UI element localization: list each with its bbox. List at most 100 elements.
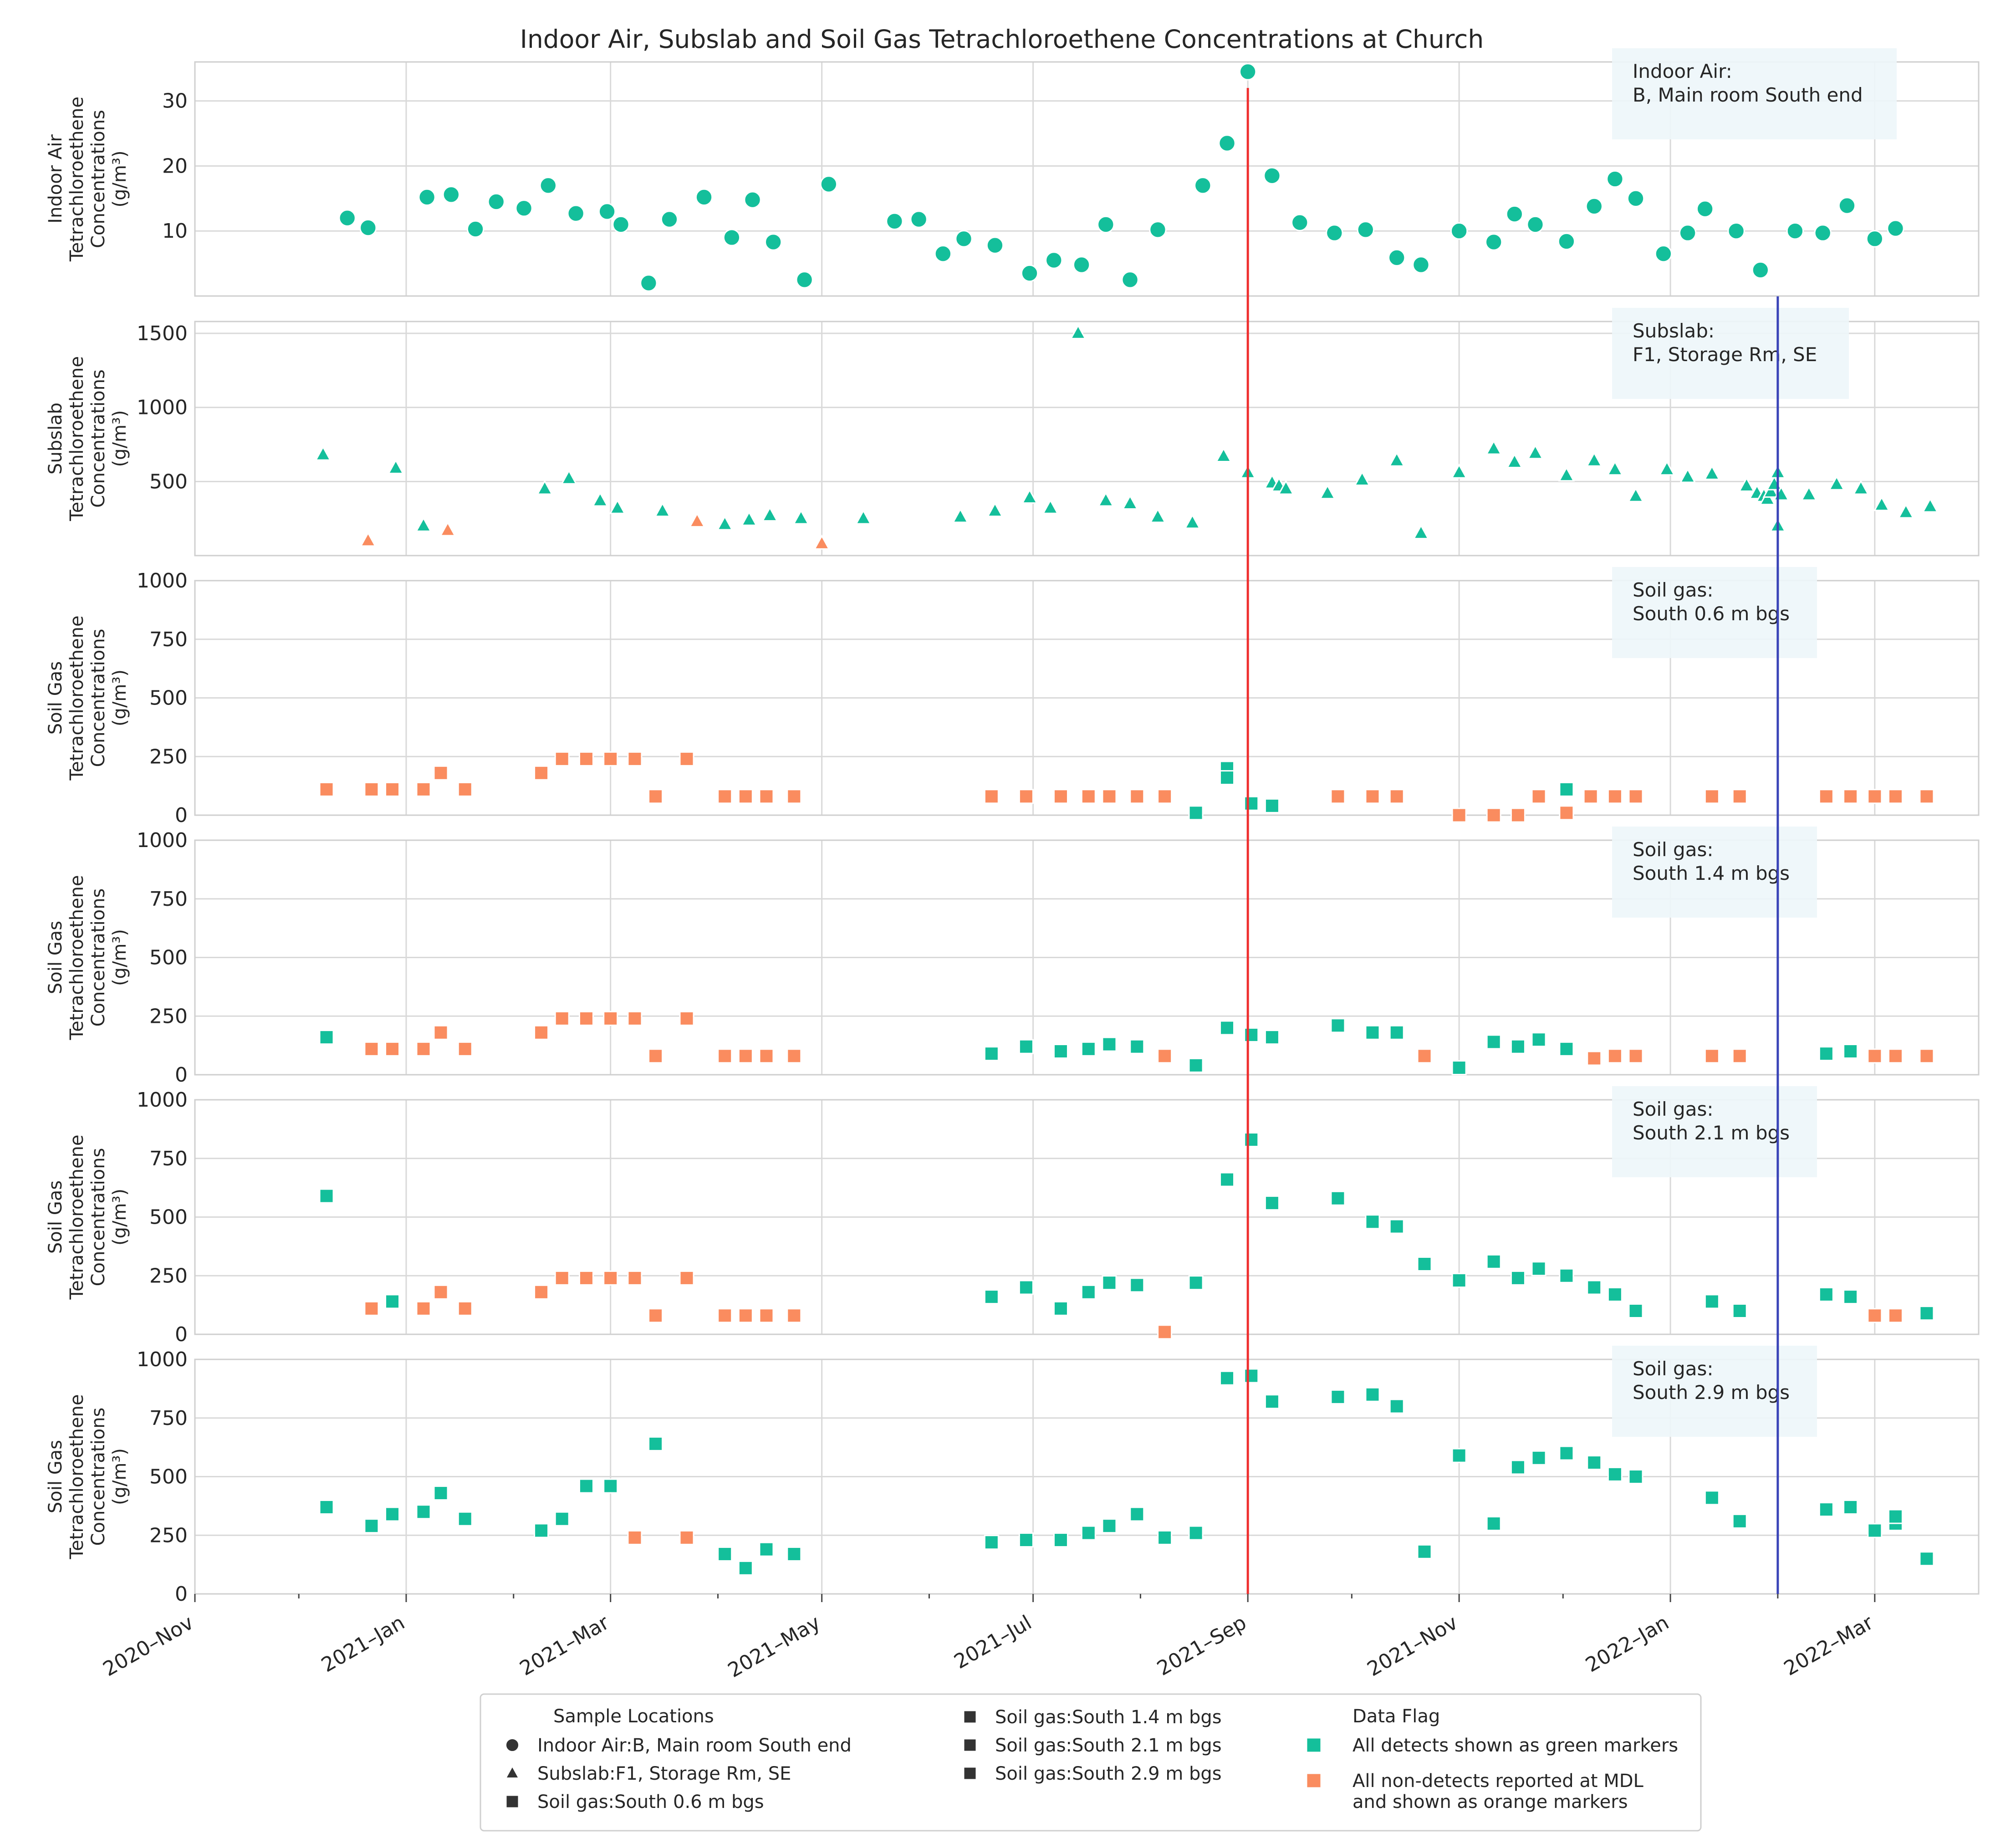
data-point	[952, 508, 969, 523]
data-point	[1264, 1195, 1280, 1211]
data-point	[433, 1284, 449, 1300]
x-tick-label: 2021–Jan	[317, 1611, 408, 1677]
data-point	[1627, 189, 1645, 208]
data-point	[1659, 460, 1675, 476]
data-point	[1607, 1466, 1623, 1482]
data-point	[627, 1530, 643, 1545]
data-point	[1898, 503, 1914, 519]
y-tick-label: 0	[175, 1063, 188, 1087]
data-point	[534, 765, 549, 781]
location-label: Indoor Air:	[1633, 60, 1732, 82]
data-point	[1365, 789, 1380, 804]
data-point	[1451, 1448, 1467, 1463]
data-point	[1157, 1048, 1173, 1064]
data-point	[1559, 1041, 1574, 1057]
data-point	[717, 789, 733, 804]
data-point	[1867, 1523, 1883, 1538]
data-point	[1042, 499, 1059, 514]
y-tick-label: 20	[162, 154, 188, 178]
data-point	[716, 515, 733, 531]
data-point	[578, 1011, 594, 1026]
data-point	[319, 1030, 334, 1045]
data-point	[1122, 494, 1138, 510]
data-point	[1704, 1294, 1720, 1309]
y-axis-label: Concentrations	[88, 110, 109, 248]
data-point	[1887, 220, 1904, 237]
y-axis-label: Tetrachloroethene	[66, 1134, 87, 1300]
data-point	[689, 512, 706, 528]
data-point	[1244, 796, 1259, 811]
y-tick-label: 1500	[137, 322, 188, 345]
y-axis-label: Indoor Air	[45, 134, 66, 224]
y-tick-label: 250	[149, 1264, 188, 1287]
data-point	[1557, 232, 1576, 250]
panel-subslab: 500 1000 1500 Subslab Tetrachloroethene Conce…	[45, 308, 1980, 557]
data-point	[1157, 789, 1173, 804]
data-point	[1866, 230, 1884, 248]
data-point	[792, 509, 810, 525]
data-point	[627, 1270, 643, 1286]
data-point	[1330, 1389, 1346, 1404]
data-point	[1606, 170, 1624, 188]
data-point	[1485, 439, 1502, 455]
data-point	[554, 751, 570, 766]
data-point	[1389, 789, 1404, 804]
data-point	[1654, 245, 1673, 263]
location-box	[1612, 1346, 1817, 1437]
data-point	[1867, 1308, 1883, 1323]
y-tick-label: 1000	[137, 1088, 188, 1112]
data-point	[416, 781, 431, 797]
data-point	[1021, 264, 1039, 282]
y-tick-label: 250	[149, 1524, 188, 1547]
data-point	[1696, 200, 1714, 218]
data-point	[1018, 1280, 1034, 1295]
data-point	[433, 1486, 449, 1501]
data-point	[1357, 221, 1374, 239]
data-point	[578, 751, 594, 766]
data-point	[1873, 496, 1890, 511]
data-point	[1628, 1303, 1643, 1318]
data-point	[1531, 789, 1546, 804]
data-point	[416, 1041, 431, 1057]
data-point	[1558, 466, 1575, 482]
data-point	[319, 781, 334, 797]
panel-frame	[194, 61, 1980, 297]
data-point	[1244, 1132, 1259, 1148]
data-point	[1759, 490, 1776, 505]
data-point	[986, 502, 1004, 517]
y-tick-label: 250	[149, 745, 188, 768]
data-point	[598, 203, 616, 220]
data-point	[796, 271, 813, 289]
data-point	[1818, 1287, 1834, 1302]
data-point	[1628, 789, 1643, 804]
data-point	[1628, 1048, 1643, 1064]
y-axis-label: (g/m³)	[109, 1189, 130, 1246]
data-point	[609, 499, 626, 514]
x-tick-label: 2022–Jan	[1582, 1611, 1673, 1677]
data-point	[1732, 1513, 1747, 1529]
y-tick-label: 0	[175, 804, 188, 827]
data-point	[1070, 324, 1087, 339]
y-axis-label: Concentrations	[88, 1408, 109, 1546]
legend: Sample Locations Indoor Air:B, Main room …	[480, 1693, 1702, 1832]
data-point	[1814, 224, 1832, 242]
data-point	[1102, 1275, 1117, 1291]
y-axis-label: Soil Gas	[45, 1440, 66, 1513]
legend-title-flag: Data Flag	[1353, 1706, 1440, 1727]
data-point	[385, 1506, 400, 1522]
data-point	[1129, 1277, 1145, 1293]
panel-frame	[194, 580, 1980, 816]
data-point	[1679, 224, 1697, 242]
data-point	[387, 459, 404, 474]
data-point	[1277, 480, 1295, 495]
data-point	[536, 480, 553, 495]
data-point	[1053, 1301, 1068, 1316]
data-point	[567, 204, 585, 222]
data-point	[1220, 1020, 1235, 1036]
data-point	[1149, 221, 1167, 239]
y-tick-label: 500	[149, 687, 188, 710]
data-point	[1157, 1324, 1173, 1340]
data-point	[1919, 1048, 1934, 1064]
y-axis-label: (g/m³)	[109, 150, 130, 207]
data-point	[1365, 1214, 1380, 1230]
